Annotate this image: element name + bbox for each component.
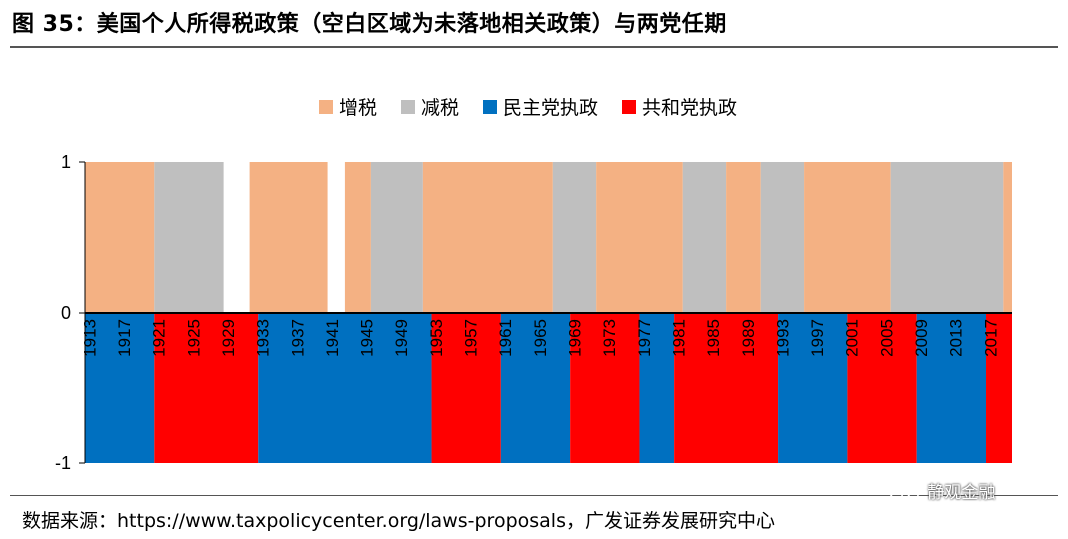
party-bar-democrat-1961 bbox=[500, 313, 571, 463]
party-bar-democrat-1913 bbox=[85, 313, 155, 463]
x-tick-label: 1941 bbox=[323, 319, 342, 357]
x-tick-label: 1969 bbox=[565, 319, 584, 357]
party-bar-republican-2001 bbox=[847, 313, 917, 463]
tax-bar-tax_increase-2019 bbox=[1003, 162, 1012, 313]
x-tick-label: 1925 bbox=[184, 319, 203, 357]
x-tick-label: 2017 bbox=[981, 319, 1000, 357]
x-tick-label: 1953 bbox=[427, 319, 446, 357]
legend-swatch-republican bbox=[622, 100, 636, 114]
x-tick-label: 1933 bbox=[254, 319, 273, 357]
x-tick-label: 2013 bbox=[947, 319, 966, 357]
party-bar-democrat-1977 bbox=[639, 313, 675, 463]
tax-bar-tax_cut-1946 bbox=[370, 162, 423, 313]
party-bar-republican-1981 bbox=[674, 313, 779, 463]
x-tick-label: 1977 bbox=[635, 319, 654, 357]
x-tick-label: 2009 bbox=[912, 319, 931, 357]
tax-bar-tax_cut-1921 bbox=[154, 162, 224, 313]
wechat-icon bbox=[889, 483, 919, 502]
legend-label-tax_cut: 减税 bbox=[421, 97, 459, 119]
legend-swatch-democrat bbox=[483, 100, 497, 114]
source-note: 数据来源：https://www.taxpolicycenter.org/law… bbox=[22, 510, 775, 532]
watermark-text: 静观金融 bbox=[927, 483, 996, 503]
chart-legend: 增税 减税 民主党执政 共和党执政 bbox=[319, 97, 737, 119]
x-tick-label: 1961 bbox=[496, 319, 515, 357]
footer-divider bbox=[10, 495, 1058, 496]
party-bar-republican-1953 bbox=[431, 313, 501, 463]
legend-swatch-tax_increase bbox=[319, 100, 333, 114]
party-bars bbox=[85, 313, 1012, 463]
tax-bar-tax_increase-1932 bbox=[249, 162, 328, 313]
tax-bar-tax_increase-1913 bbox=[85, 162, 155, 313]
x-tick-label: 1989 bbox=[739, 319, 758, 357]
party-bar-democrat-1993 bbox=[778, 313, 848, 463]
x-tick-label: 1997 bbox=[808, 319, 827, 357]
x-tick-label: 1917 bbox=[115, 319, 134, 357]
x-tick-label: 1913 bbox=[80, 319, 99, 357]
party-bar-republican-2017 bbox=[986, 313, 1012, 463]
tax-bar-tax_cut-2006 bbox=[890, 162, 1004, 313]
tax-bar-tax_increase-1943 bbox=[344, 162, 371, 313]
x-tick-label: 1981 bbox=[669, 319, 688, 357]
watermark: 静观金融 bbox=[888, 478, 995, 503]
x-tick-label: 1929 bbox=[219, 319, 238, 357]
x-tick-label: 1957 bbox=[462, 319, 481, 357]
tax-bar-tax_increase-1952 bbox=[422, 162, 553, 313]
tax-policy-bars bbox=[85, 162, 1012, 313]
party-bar-republican-1969 bbox=[570, 313, 640, 463]
x-tick-label: 2001 bbox=[843, 319, 862, 357]
y-tick-label: 0 bbox=[61, 303, 71, 323]
x-tick-label: 1985 bbox=[704, 319, 723, 357]
x-tick-label: 1921 bbox=[150, 319, 169, 357]
y-tick-label: 1 bbox=[61, 152, 71, 172]
legend-swatch-tax_cut bbox=[401, 100, 415, 114]
tax-bar-tax_increase-1972 bbox=[596, 162, 683, 313]
x-axis-ticks: 1913 1917 1921 1925 1929 1933 1937 1941 1945 1949… bbox=[80, 319, 1000, 357]
title-divider bbox=[10, 46, 1058, 48]
tax-bar-tax_cut-1991 bbox=[760, 162, 805, 313]
y-axis-ticks: 1 0 -1 bbox=[55, 152, 85, 473]
party-bar-republican-1921 bbox=[154, 313, 259, 463]
x-tick-label: 1937 bbox=[288, 319, 307, 357]
chart-title: 图 35：美国个人所得税政策（空白区域为未落地相关政策）与两党任期 bbox=[12, 12, 727, 37]
x-tick-label: 1965 bbox=[531, 319, 550, 357]
tax-bar-tax_increase-1996 bbox=[804, 162, 891, 313]
x-tick-label: 2005 bbox=[877, 319, 896, 357]
party-bar-democrat-1933 bbox=[258, 313, 432, 463]
party-bar-democrat-2009 bbox=[916, 313, 987, 463]
legend-label-tax_increase: 增税 bbox=[339, 97, 377, 119]
y-tick-label: -1 bbox=[55, 453, 71, 473]
legend-label-democrat: 民主党执政 bbox=[503, 97, 598, 119]
tax-bar-tax_cut-1967 bbox=[552, 162, 597, 313]
x-tick-label: 1949 bbox=[392, 319, 411, 357]
legend-label-republican: 共和党执政 bbox=[642, 97, 737, 119]
x-tick-label: 1945 bbox=[358, 319, 377, 357]
tax-bar-tax_increase-1987 bbox=[726, 162, 761, 313]
tax-bar-tax_cut-1982 bbox=[682, 162, 727, 313]
x-tick-label: 1993 bbox=[773, 319, 792, 357]
x-tick-label: 1973 bbox=[600, 319, 619, 357]
